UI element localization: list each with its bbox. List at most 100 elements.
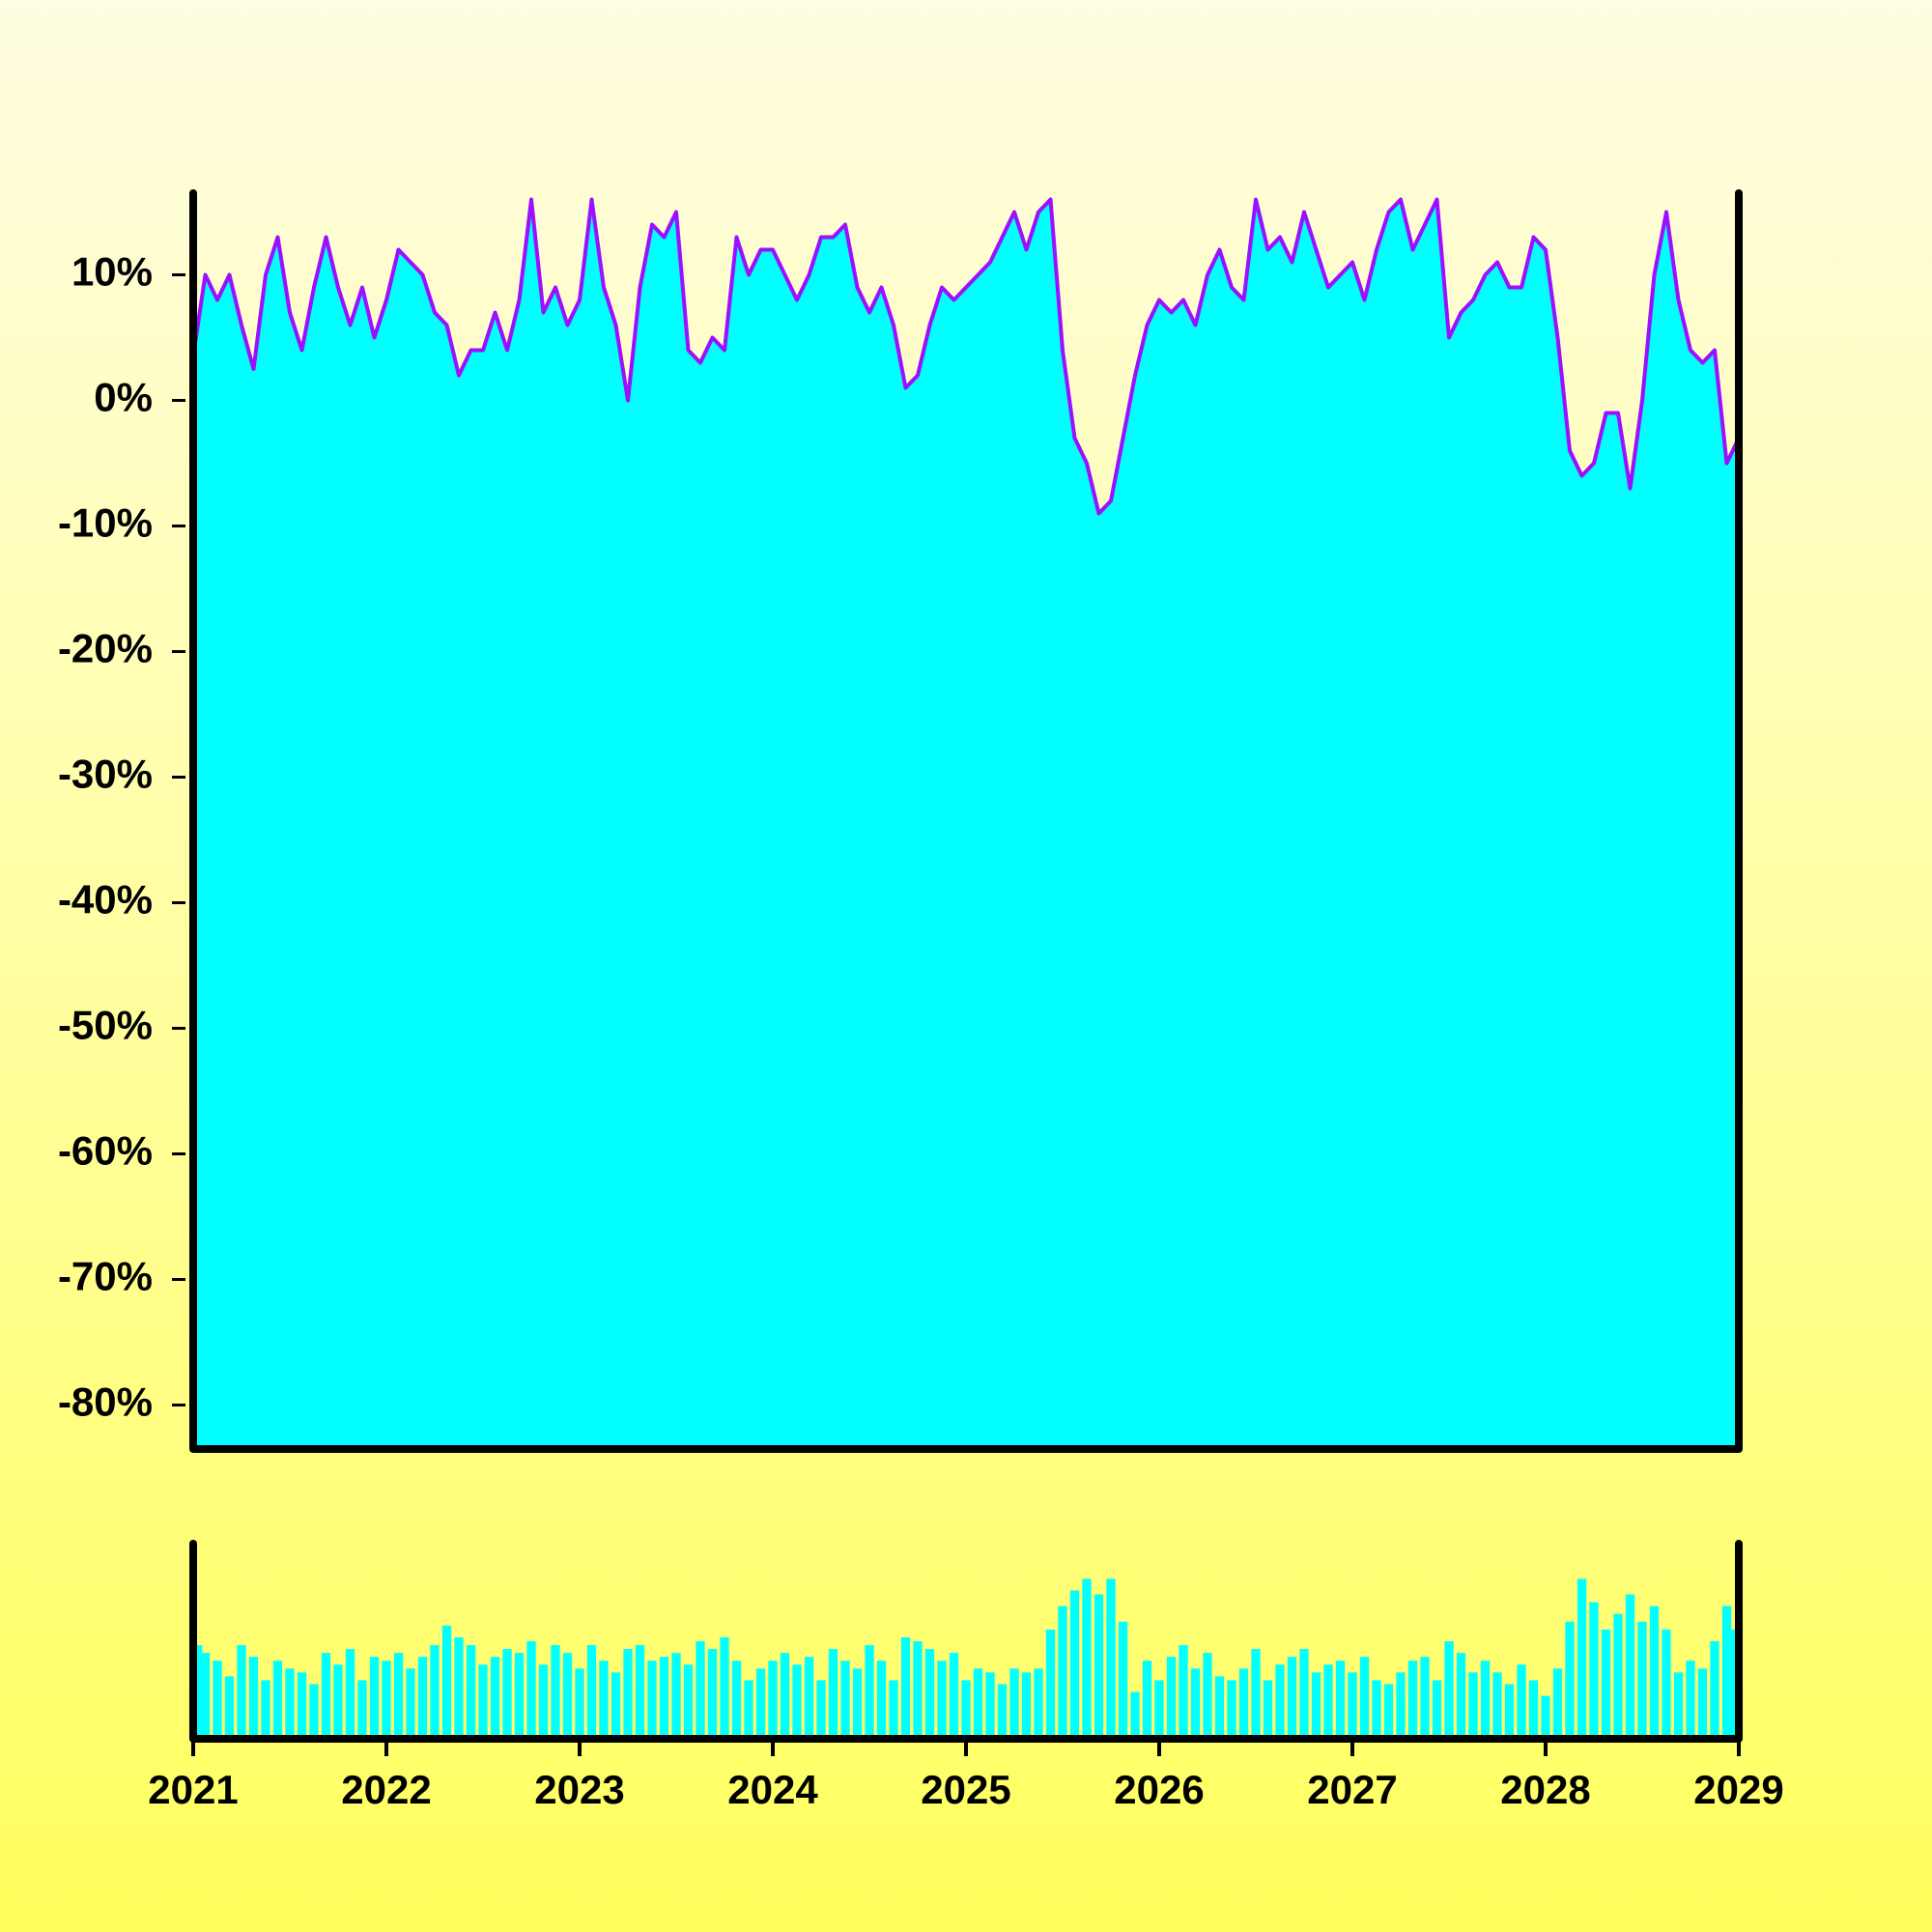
bar [900, 1636, 911, 1739]
bar [1697, 1668, 1708, 1739]
bar [586, 1645, 597, 1739]
bar [454, 1636, 464, 1739]
bar [393, 1653, 404, 1739]
bar [1323, 1664, 1333, 1739]
bar [720, 1636, 729, 1739]
axis-spine [189, 189, 1743, 1453]
bar [369, 1657, 380, 1739]
bar [200, 1653, 211, 1739]
bar [1517, 1664, 1526, 1739]
bar [611, 1672, 621, 1739]
bar [441, 1625, 452, 1739]
bar [683, 1664, 694, 1739]
bar [382, 1661, 391, 1739]
bar [1190, 1668, 1201, 1739]
bar [804, 1657, 814, 1739]
y-tick-label: 10% [71, 249, 153, 295]
bar [285, 1668, 295, 1739]
bar [1444, 1641, 1454, 1739]
bar [997, 1684, 1008, 1739]
y-tick-label: -50% [58, 1003, 153, 1048]
bar [937, 1661, 947, 1739]
bar [309, 1684, 319, 1739]
bar [1263, 1680, 1273, 1739]
bar [755, 1668, 766, 1739]
x-tick-label: 2027 [1307, 1767, 1397, 1812]
bar [224, 1676, 235, 1739]
bar [1130, 1691, 1140, 1739]
x-tick-label: 2023 [534, 1767, 624, 1812]
bar [514, 1653, 525, 1739]
bar [406, 1668, 415, 1739]
bar [1203, 1653, 1212, 1739]
axis-spine [189, 1540, 1743, 1743]
bar [1045, 1629, 1056, 1739]
bar [1589, 1602, 1599, 1739]
y-tick-label: -70% [58, 1254, 153, 1299]
bar [1480, 1661, 1491, 1739]
bar [272, 1661, 283, 1739]
bar [1613, 1613, 1623, 1739]
bar [889, 1680, 898, 1739]
bar [696, 1641, 705, 1739]
bar [1142, 1661, 1152, 1739]
bar [1299, 1649, 1309, 1739]
bar [973, 1668, 983, 1739]
bar [1577, 1578, 1587, 1739]
bar [1118, 1621, 1128, 1739]
bar [1456, 1653, 1466, 1739]
bar [1154, 1680, 1164, 1739]
bar [490, 1657, 500, 1739]
bar [1082, 1578, 1092, 1739]
y-tick-label: 0% [94, 375, 153, 420]
bar [1383, 1684, 1394, 1739]
bar [1179, 1645, 1188, 1739]
bar [1541, 1695, 1550, 1739]
bar [949, 1653, 959, 1739]
bar [1238, 1668, 1249, 1739]
y-tick-label: -10% [58, 500, 153, 546]
bar [1372, 1680, 1381, 1739]
y-tick-label: -40% [58, 877, 153, 923]
bar [321, 1653, 331, 1739]
bar [1673, 1672, 1684, 1739]
bar [237, 1645, 246, 1739]
bar [1335, 1661, 1346, 1739]
bar [1649, 1605, 1660, 1739]
bar [780, 1653, 790, 1739]
x-tick-label: 2026 [1114, 1767, 1204, 1812]
bar [551, 1645, 560, 1739]
bar [1214, 1676, 1225, 1739]
x-tick-label: 2025 [921, 1767, 1010, 1812]
bar [1721, 1605, 1732, 1739]
bar [1058, 1605, 1067, 1739]
bar [193, 1645, 203, 1739]
bar [876, 1661, 887, 1739]
bar [924, 1649, 935, 1739]
bar [1729, 1629, 1739, 1739]
bar [1287, 1657, 1297, 1739]
bar [865, 1645, 874, 1739]
bar [1348, 1672, 1357, 1739]
bar [913, 1641, 923, 1739]
x-tick-label: 2024 [727, 1767, 818, 1812]
y-tick-label: -60% [58, 1128, 153, 1174]
bar [1625, 1594, 1635, 1739]
bar [985, 1672, 995, 1739]
y-tick-label: -80% [58, 1379, 153, 1425]
line [191, 197, 1741, 516]
x-tick-label: 2022 [341, 1767, 431, 1812]
bar [1094, 1594, 1104, 1739]
bar [466, 1645, 476, 1739]
bar [840, 1661, 850, 1739]
bar [659, 1657, 669, 1739]
bar [1069, 1590, 1080, 1739]
bar [1710, 1641, 1719, 1739]
bar [502, 1649, 512, 1739]
bar [1166, 1657, 1177, 1739]
bar [333, 1664, 343, 1739]
bar [261, 1680, 270, 1739]
bar [647, 1661, 657, 1739]
bar [1528, 1680, 1539, 1739]
